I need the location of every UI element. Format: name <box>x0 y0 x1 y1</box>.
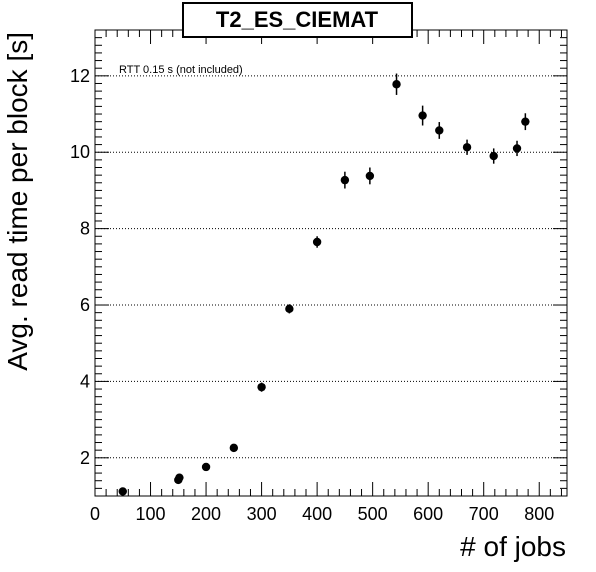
chart-title: T2_ES_CIEMAT <box>216 7 379 32</box>
y-tick-label: 12 <box>70 66 90 86</box>
x-tick-label: 500 <box>358 504 388 524</box>
x-axis-title: # of jobs <box>460 531 566 562</box>
title-box <box>182 2 413 38</box>
data-point <box>512 144 522 153</box>
data-point <box>201 462 211 472</box>
data-point <box>312 237 322 247</box>
x-tick-label: 400 <box>302 504 332 524</box>
x-tick-label: 600 <box>413 504 443 524</box>
y-tick-label: 10 <box>70 142 90 162</box>
x-tick-label: 100 <box>136 504 166 524</box>
y-tick-label: 4 <box>80 371 90 391</box>
data-point <box>418 111 427 120</box>
x-tick-label: 0 <box>90 504 100 524</box>
y-axis-title: Avg. read time per block [s] <box>2 32 33 371</box>
data-point <box>175 473 184 482</box>
data-point <box>462 143 472 152</box>
data-point <box>229 443 239 453</box>
x-tick-label: 300 <box>247 504 277 524</box>
data-point <box>365 171 375 181</box>
tick-labels: 2 4 6 8 10 12 0 100 200 300 400 500 600 700 800 <box>70 66 554 524</box>
axis-ticks <box>94 29 567 496</box>
data-point <box>521 117 530 126</box>
y-tick-label: 6 <box>80 295 90 315</box>
data-point <box>489 151 498 161</box>
data-point <box>285 304 294 314</box>
data-point <box>392 80 401 89</box>
data-point <box>435 126 444 135</box>
x-tick-label: 800 <box>524 504 554 524</box>
data-point <box>257 382 266 392</box>
y-tick-label: 8 <box>80 219 90 239</box>
rtt-annotation: RTT 0.15 s (not included) <box>119 64 243 76</box>
x-tick-label: 200 <box>191 504 221 524</box>
data-points <box>118 73 530 496</box>
data-point <box>340 175 350 185</box>
y-tick-label: 2 <box>80 448 90 468</box>
data-point <box>118 487 127 496</box>
gridlines <box>95 75 567 459</box>
x-tick-label: 700 <box>469 504 499 524</box>
